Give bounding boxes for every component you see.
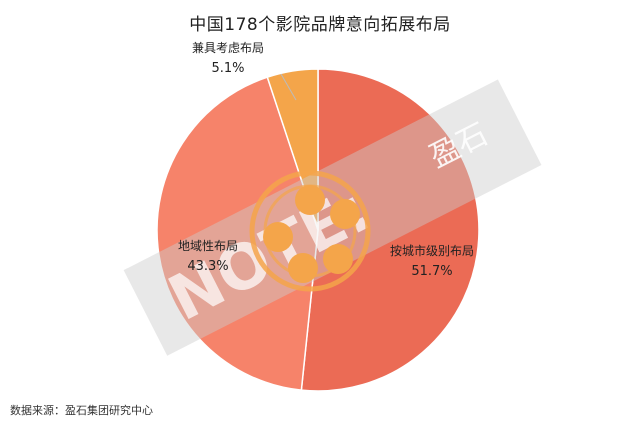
pie-slice	[300, 68, 480, 392]
film-reel-icon	[249, 170, 371, 292]
pie-slices	[156, 68, 480, 392]
slice-labels: 按城市级别布局 51.7% 地域性布局 43.3% 兼具考虑布局 5.1%	[178, 41, 474, 279]
slice-label: 按城市级别布局	[390, 243, 474, 258]
slice-value-label: 43.3%	[187, 259, 228, 274]
slice-label: 兼具考虑布局	[192, 41, 264, 55]
slice-label: 地域性布局	[178, 239, 238, 253]
pie-slice	[156, 76, 319, 391]
data-source: 数据来源：盈石集团研究中心	[10, 404, 153, 417]
slice-value-label: 5.1%	[211, 61, 244, 76]
slice-value-label: 51.7%	[411, 264, 452, 279]
leader-line	[280, 73, 297, 101]
chart-title: 中国178个影院品牌意向拓展布局	[189, 15, 451, 35]
